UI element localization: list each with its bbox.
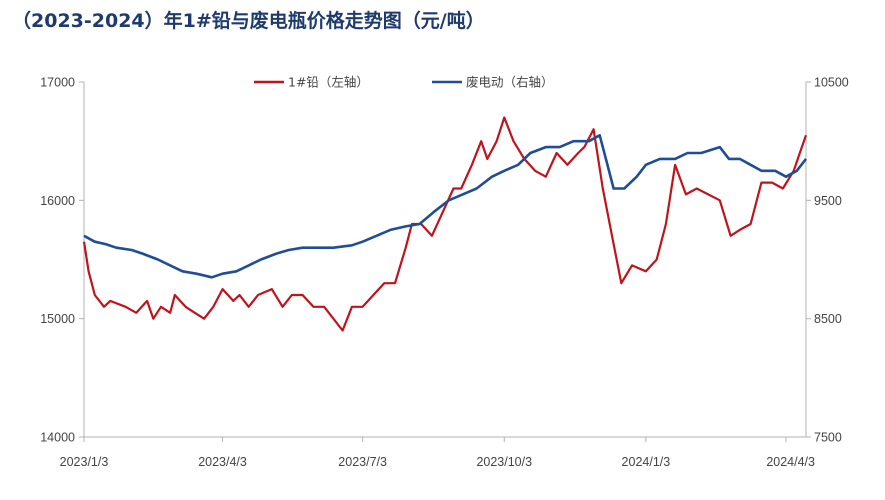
left-y-tick-label: 16000 xyxy=(40,194,75,208)
lead-price-line xyxy=(82,116,808,332)
right-y-tick-label: 9500 xyxy=(814,194,842,208)
battery-price-line xyxy=(83,134,808,279)
x-tick-label: 2023/7/3 xyxy=(338,455,387,469)
right-y-tick-label: 10500 xyxy=(814,76,849,90)
x-tick-label: 2023/10/3 xyxy=(476,455,532,469)
right-y-tick-label: 8500 xyxy=(814,312,842,326)
right-y-tick-label: 7500 xyxy=(814,431,842,445)
x-tick-label: 2023/4/3 xyxy=(198,455,247,469)
x-tick-label: 2024/4/3 xyxy=(766,455,815,469)
left-y-tick-label: 17000 xyxy=(40,76,75,90)
x-tick-label: 2023/1/3 xyxy=(60,455,109,469)
chart-title: （2023-2024）年1#铅与废电瓶价格走势图（元/吨） xyxy=(12,10,485,32)
x-tick-label: 2024/1/3 xyxy=(622,455,671,469)
left-y-tick-label: 15000 xyxy=(40,312,75,326)
legend-lead-label: 1#铅（左轴） xyxy=(288,75,369,90)
legend-battery-label: 废电动（右轴） xyxy=(466,75,554,90)
left-y-tick-label: 14000 xyxy=(40,431,75,445)
